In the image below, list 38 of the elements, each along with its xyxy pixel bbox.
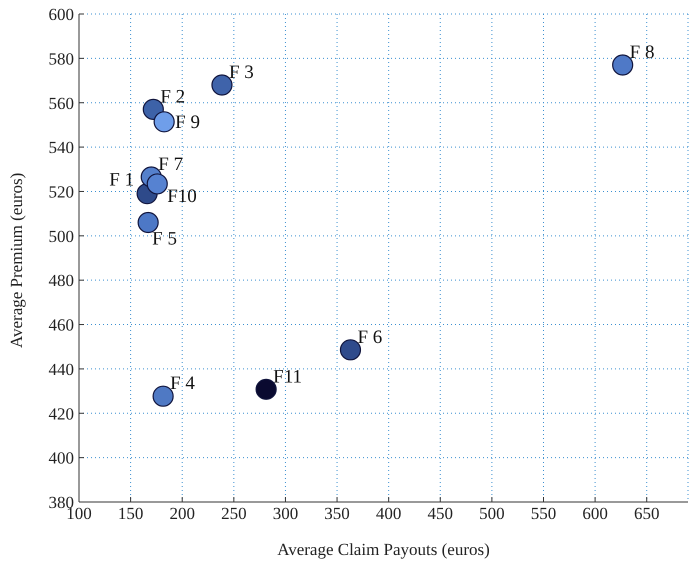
y-axis-title: Average Premium (euros) — [7, 172, 26, 348]
series-label: F 4 — [170, 373, 196, 394]
y-tick-label: 440 — [48, 360, 74, 379]
x-tick-label: 300 — [272, 504, 298, 524]
y-tick-label: 480 — [48, 271, 74, 290]
point — [146, 173, 168, 195]
point — [138, 212, 159, 234]
x-tick-label: 500 — [479, 504, 505, 524]
x-axis-title: Average Claim Payouts (euros) — [277, 540, 490, 559]
series-label: F 6 — [357, 326, 382, 348]
y-tick-label: 500 — [48, 226, 74, 246]
y-tick-label: 580 — [48, 49, 74, 68]
series-label: F 1 — [109, 170, 134, 191]
x-tick-label: 150 — [118, 504, 144, 524]
x-tick-label: 250 — [221, 504, 247, 524]
series-label: F11 — [273, 366, 302, 388]
series-label: F 5 — [152, 228, 177, 250]
y-tick-label: 400 — [48, 448, 74, 468]
x-tick-label: 550 — [530, 504, 556, 524]
y-tick-label: 420 — [48, 404, 74, 424]
point — [154, 111, 175, 132]
y-tick-label: 600 — [48, 5, 74, 24]
y-tick-label: 460 — [48, 316, 74, 335]
x-tick-label: 650 — [634, 504, 660, 524]
x-tick-label: 350 — [324, 504, 350, 524]
y-tick-label: 560 — [48, 94, 74, 113]
series-label: F 2 — [160, 86, 186, 108]
series-label: F 3 — [228, 62, 254, 83]
x-tick-label: 450 — [428, 504, 454, 524]
x-tick-label: 600 — [582, 504, 608, 524]
series-label: F 7 — [158, 154, 184, 176]
x-tick-label: 400 — [376, 504, 402, 524]
series-label: F 8 — [630, 42, 654, 64]
series-label: F 9 — [175, 112, 200, 133]
series-label: F10 — [167, 186, 197, 207]
y-tick-label: 520 — [48, 182, 74, 202]
x-tick-label: 200 — [169, 504, 195, 524]
y-tick-label: 540 — [48, 138, 74, 158]
